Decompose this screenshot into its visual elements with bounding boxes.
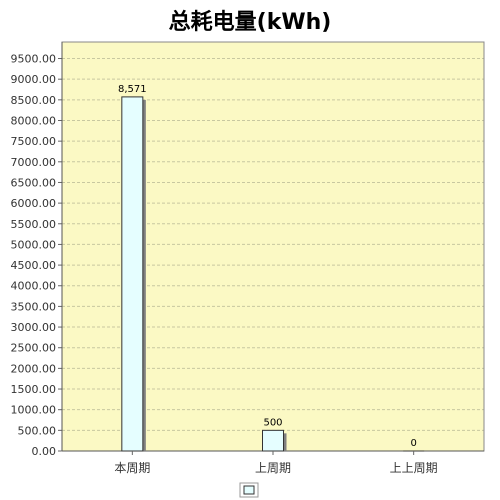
y-tick-label: 5500.00 [11, 218, 57, 231]
y-tick-label: 1500.00 [11, 383, 57, 396]
y-tick-label: 500.00 [18, 424, 57, 437]
y-tick-label: 4500.00 [11, 259, 57, 272]
bar-data-label: 0 [410, 438, 416, 449]
y-tick-label: 3500.00 [11, 300, 57, 313]
y-tick-label: 6500.00 [11, 176, 57, 189]
bar-data-label: 500 [263, 417, 282, 428]
y-tick-label: 0.00 [32, 445, 57, 458]
y-tick-label: 9500.00 [11, 53, 57, 66]
legend [239, 482, 259, 498]
bar [262, 429, 284, 452]
legend-swatch [243, 485, 255, 495]
x-tick-label: 本周期 [114, 461, 150, 475]
y-tick-label: 7000.00 [11, 156, 57, 169]
y-tick-label: 3000.00 [11, 321, 57, 334]
bar-data-label: 8,571 [118, 84, 147, 95]
chart-title: 总耗电量(kWh) [168, 10, 332, 35]
y-tick-label: 5000.00 [11, 238, 57, 251]
y-tick-label: 4000.00 [11, 280, 57, 293]
y-tick-label: 1000.00 [11, 404, 57, 417]
y-tick-label: 2000.00 [11, 362, 57, 375]
y-tick-label: 7500.00 [11, 135, 57, 148]
y-tick-label: 9000.00 [11, 73, 57, 86]
y-tick-label: 8500.00 [11, 94, 57, 107]
bar [121, 96, 144, 452]
x-tick-label: 上周期 [255, 461, 291, 475]
x-tick-label: 上上周期 [390, 461, 438, 475]
y-tick-label: 2500.00 [11, 342, 57, 355]
y-tick-label: 6000.00 [11, 197, 57, 210]
y-tick-label: 8000.00 [11, 114, 57, 127]
